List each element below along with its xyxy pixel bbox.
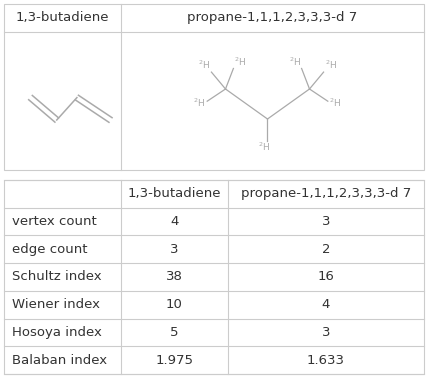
- Text: 5: 5: [170, 326, 179, 339]
- Text: 3: 3: [322, 326, 330, 339]
- Text: $^2$H: $^2$H: [234, 55, 246, 68]
- Text: $^2$H: $^2$H: [289, 55, 301, 68]
- Text: vertex count: vertex count: [12, 215, 97, 228]
- Text: 16: 16: [318, 271, 334, 284]
- Text: 38: 38: [166, 271, 183, 284]
- Text: 4: 4: [322, 298, 330, 311]
- Bar: [4, 4, 424, 170]
- Text: 1,3-butadiene: 1,3-butadiene: [128, 187, 221, 200]
- Text: 1.975: 1.975: [155, 354, 193, 367]
- Text: $^2$H: $^2$H: [330, 96, 342, 108]
- Text: 10: 10: [166, 298, 183, 311]
- Text: 4: 4: [170, 215, 178, 228]
- Text: 3: 3: [322, 215, 330, 228]
- Text: Wiener index: Wiener index: [12, 298, 100, 311]
- Text: propane-1,1,1,2,3,3,3-d 7: propane-1,1,1,2,3,3,3-d 7: [241, 187, 411, 200]
- Text: Balaban index: Balaban index: [12, 354, 107, 367]
- Text: 1,3-butadiene: 1,3-butadiene: [16, 11, 109, 25]
- Text: $^2$H: $^2$H: [193, 96, 205, 108]
- Text: Hosoya index: Hosoya index: [12, 326, 102, 339]
- Text: Schultz index: Schultz index: [12, 271, 101, 284]
- Text: $^2$H: $^2$H: [198, 58, 210, 71]
- Text: propane-1,1,1,2,3,3,3-d 7: propane-1,1,1,2,3,3,3-d 7: [187, 11, 358, 25]
- Bar: [4, 180, 424, 374]
- Text: 1.633: 1.633: [307, 354, 345, 367]
- Text: $^2$H: $^2$H: [325, 58, 337, 71]
- Text: $^2$H: $^2$H: [259, 141, 270, 153]
- Text: 2: 2: [322, 243, 330, 256]
- Text: 3: 3: [170, 243, 179, 256]
- Text: edge count: edge count: [12, 243, 87, 256]
